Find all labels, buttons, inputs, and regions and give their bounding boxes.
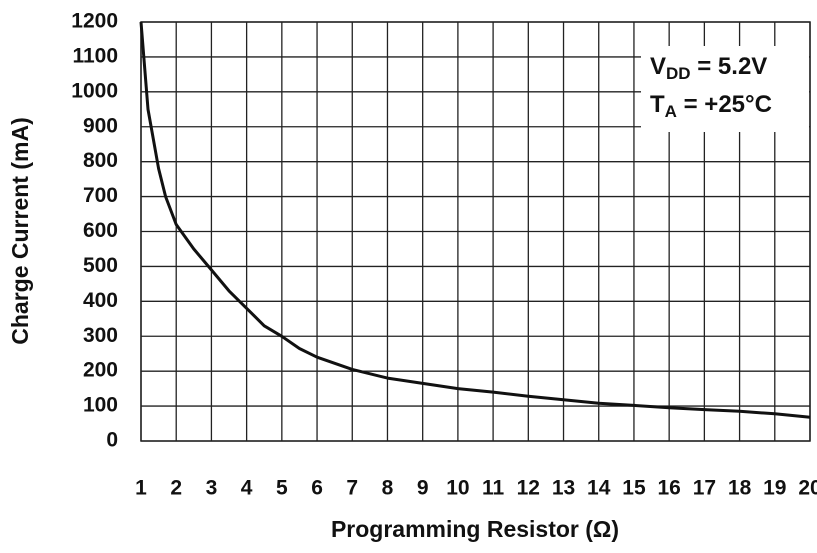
x-tick-label: 11	[482, 477, 505, 500]
x-tick-label: 16	[657, 477, 680, 500]
annotation-text: = +25°C	[677, 91, 772, 118]
x-tick-label: 17	[693, 477, 716, 500]
y-tick-label: 1000	[71, 79, 118, 102]
annotation-text: T	[650, 91, 665, 118]
y-tick-label: 900	[83, 114, 118, 137]
annotation-box	[641, 46, 809, 132]
x-tick-label: 18	[728, 477, 752, 500]
y-axis-label: Charge Current (mA)	[7, 117, 33, 344]
x-tick-label: 4	[241, 477, 253, 500]
x-tick-label: 19	[763, 477, 786, 500]
y-tick-label: 500	[83, 254, 118, 277]
y-tick-label: 800	[83, 149, 118, 172]
y-tick-label: 1100	[72, 44, 118, 67]
y-tick-label: 700	[83, 184, 118, 207]
data-line	[139, 21, 811, 419]
annotation: VDD = 5.2V	[650, 53, 767, 83]
x-tick-label: 7	[346, 477, 358, 500]
annotation: TA = +25°C	[650, 91, 772, 121]
annotation-subscript: DD	[666, 64, 691, 83]
annotation-text: V	[650, 53, 666, 80]
x-tick-label: 15	[622, 477, 646, 500]
y-tick-label: 100	[83, 394, 118, 417]
x-tick-label: 8	[382, 477, 394, 500]
x-tick-label: 6	[311, 477, 323, 500]
x-tick-label: 20	[798, 477, 817, 500]
x-tick-label: 13	[552, 477, 575, 500]
x-axis-label: Programming Resistor (Ω)	[331, 516, 619, 542]
x-tick-label: 14	[587, 477, 611, 500]
x-tick-label: 10	[446, 477, 469, 500]
y-tick-label: 300	[83, 324, 118, 347]
x-tick-label: 9	[417, 477, 429, 500]
annotation-text: = 5.2V	[691, 53, 768, 80]
y-tick-label: 400	[83, 289, 118, 312]
annotation-subscript: A	[665, 102, 677, 121]
x-tick-label: 12	[517, 477, 540, 500]
x-tick-label: 1	[135, 477, 147, 500]
y-tick-label: 200	[83, 359, 118, 382]
plot-frame	[140, 21, 811, 442]
x-tick-label: 3	[206, 477, 218, 500]
y-tick-label: 600	[83, 219, 118, 242]
x-tick-label: 5	[276, 477, 288, 500]
x-tick-label: 2	[170, 477, 182, 500]
y-tick-label: 1200	[71, 10, 118, 33]
y-tick-label: 0	[106, 429, 118, 452]
